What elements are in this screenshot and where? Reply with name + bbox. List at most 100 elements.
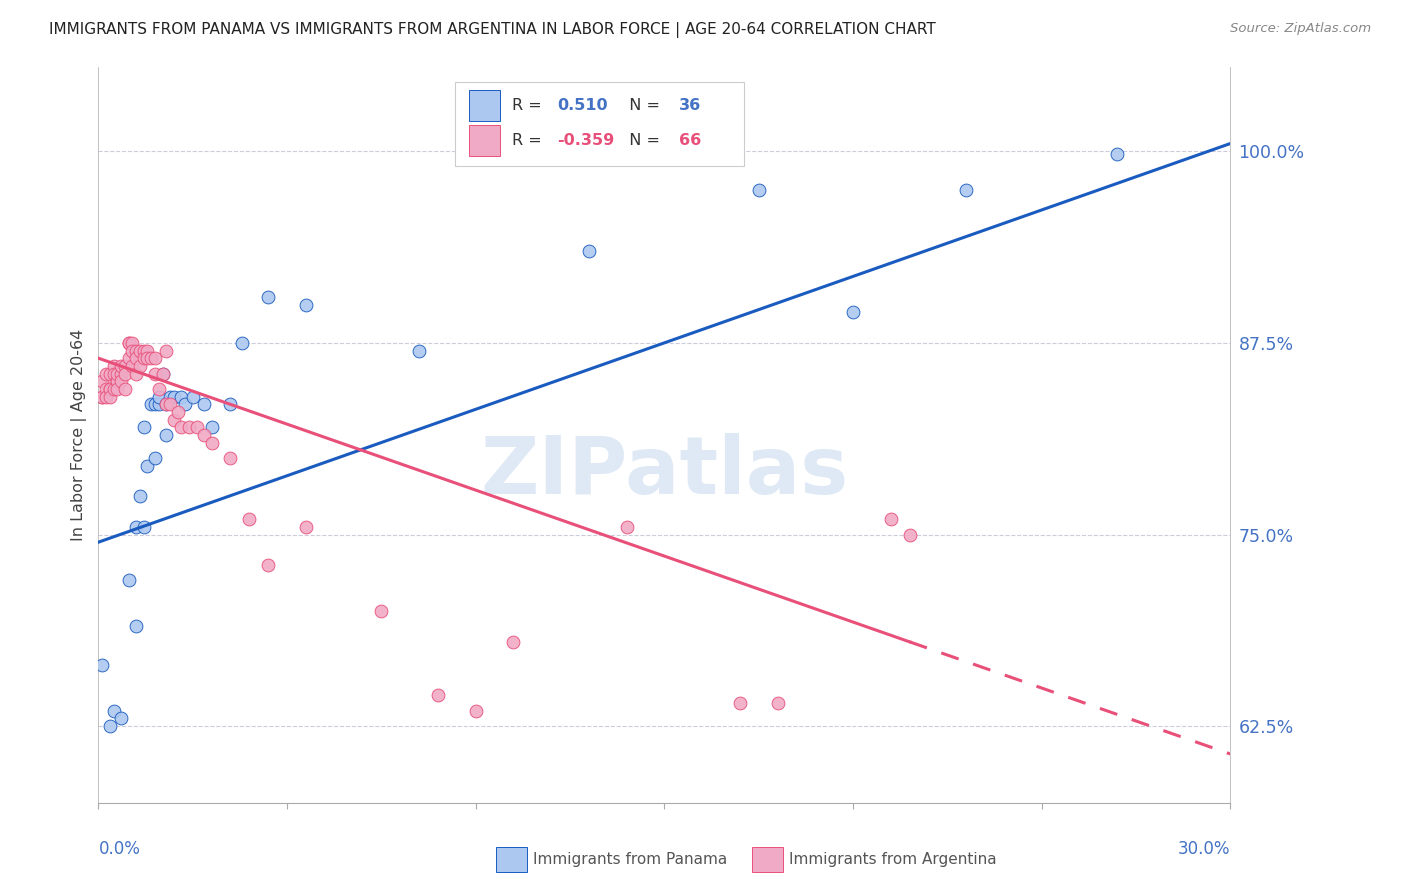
Point xyxy=(578,244,600,258)
Point xyxy=(98,390,121,404)
Point xyxy=(166,405,188,419)
Point xyxy=(136,351,159,366)
Text: N =: N = xyxy=(619,98,665,113)
Point xyxy=(91,390,114,404)
Text: Source: ZipAtlas.com: Source: ZipAtlas.com xyxy=(1230,22,1371,36)
Point xyxy=(152,367,174,381)
Point xyxy=(105,382,128,396)
Point xyxy=(117,351,139,366)
Point xyxy=(295,520,318,534)
Point xyxy=(143,397,166,411)
Point xyxy=(193,397,215,411)
Point xyxy=(91,657,114,672)
Point xyxy=(141,397,163,411)
Y-axis label: In Labor Force | Age 20-64: In Labor Force | Age 20-64 xyxy=(72,329,87,541)
Point xyxy=(114,367,136,381)
Point xyxy=(94,367,117,381)
FancyBboxPatch shape xyxy=(456,81,744,166)
Point xyxy=(110,367,132,381)
Point xyxy=(98,382,121,396)
Point xyxy=(91,390,114,404)
Point xyxy=(132,520,155,534)
Point xyxy=(103,359,125,373)
Point xyxy=(103,382,125,396)
Point xyxy=(125,351,148,366)
Point xyxy=(105,374,128,388)
Point xyxy=(132,351,155,366)
Point xyxy=(148,390,170,404)
Point xyxy=(148,382,170,396)
Point xyxy=(132,343,155,358)
Point xyxy=(1107,147,1129,161)
Point xyxy=(132,420,155,434)
Point xyxy=(105,367,128,381)
Point xyxy=(117,335,139,350)
Point xyxy=(110,374,132,388)
Point xyxy=(170,420,193,434)
Text: IMMIGRANTS FROM PANAMA VS IMMIGRANTS FROM ARGENTINA IN LABOR FORCE | AGE 20-64 C: IMMIGRANTS FROM PANAMA VS IMMIGRANTS FRO… xyxy=(49,22,936,38)
Point xyxy=(155,343,177,358)
Point xyxy=(117,335,139,350)
Point xyxy=(91,374,114,388)
Point xyxy=(121,335,143,350)
Point xyxy=(155,397,177,411)
Point xyxy=(159,397,181,411)
Point xyxy=(408,343,430,358)
Point xyxy=(125,520,148,534)
Point xyxy=(219,397,242,411)
Point xyxy=(105,374,128,388)
Point xyxy=(257,558,280,573)
Text: R =: R = xyxy=(512,133,547,148)
Point xyxy=(193,428,215,442)
Point xyxy=(117,574,139,588)
Point xyxy=(177,420,200,434)
Point xyxy=(186,420,208,434)
Point xyxy=(148,397,170,411)
Point xyxy=(502,635,524,649)
Point xyxy=(219,450,242,465)
Point xyxy=(121,343,143,358)
Text: 0.0%: 0.0% xyxy=(98,839,141,857)
Point xyxy=(125,619,148,633)
Point xyxy=(143,351,166,366)
Point xyxy=(125,367,148,381)
Point xyxy=(257,290,280,304)
Point xyxy=(94,390,117,404)
Point xyxy=(129,343,152,358)
Point xyxy=(181,390,204,404)
Point xyxy=(136,458,159,473)
Point xyxy=(103,704,125,718)
Point xyxy=(370,604,392,618)
Point xyxy=(114,359,136,373)
Point xyxy=(427,689,450,703)
Point xyxy=(141,351,163,366)
Point xyxy=(110,359,132,373)
Point xyxy=(152,367,174,381)
Point xyxy=(155,397,177,411)
Text: R =: R = xyxy=(512,98,547,113)
Point xyxy=(238,512,260,526)
Point xyxy=(174,397,197,411)
Point xyxy=(143,450,166,465)
Point xyxy=(129,359,152,373)
Text: -0.359: -0.359 xyxy=(557,133,614,148)
Text: 66: 66 xyxy=(679,133,702,148)
Point xyxy=(125,343,148,358)
Point xyxy=(136,343,159,358)
Point xyxy=(955,182,977,196)
Point xyxy=(114,382,136,396)
Point xyxy=(103,367,125,381)
Point xyxy=(159,390,181,404)
FancyBboxPatch shape xyxy=(468,125,501,156)
Point xyxy=(295,297,318,311)
Point xyxy=(94,382,117,396)
Text: ZIPatlas: ZIPatlas xyxy=(481,433,848,510)
Text: 36: 36 xyxy=(679,98,702,113)
Point xyxy=(98,382,121,396)
FancyBboxPatch shape xyxy=(468,90,501,121)
Text: N =: N = xyxy=(619,133,665,148)
Point xyxy=(143,367,166,381)
Point xyxy=(766,696,789,710)
Point xyxy=(163,412,186,426)
Point xyxy=(201,420,224,434)
